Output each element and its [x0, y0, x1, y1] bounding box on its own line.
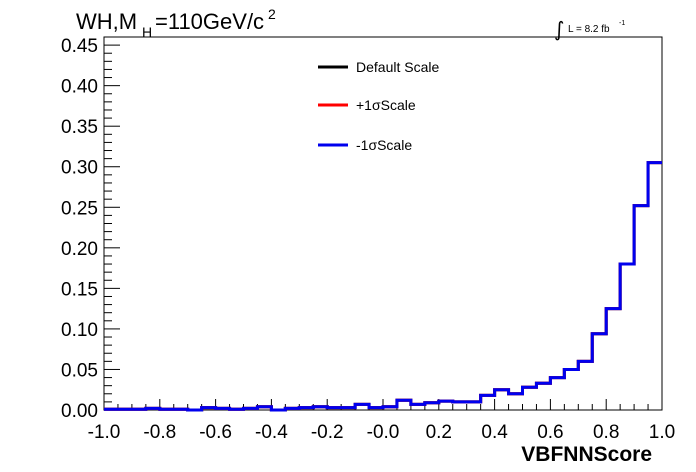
luminosity-label: ∫ L = 8.2 fb -1 [554, 17, 625, 41]
y-tick-label: 0.10 [61, 320, 98, 341]
y-tick-label: 0.35 [61, 117, 98, 138]
series-layer [104, 161, 662, 412]
x-tick-label: 0.8 [593, 422, 619, 443]
x-tick-label: -0.8 [143, 422, 176, 443]
x-tick-label: 0.2 [426, 422, 452, 443]
title-prefix: WH,M [76, 9, 137, 34]
legend-label: +1σScale [356, 97, 416, 113]
y-tick-label: 0.45 [61, 36, 98, 57]
luminosity-superscript: -1 [619, 20, 625, 27]
y-tick-label: 0.05 [61, 360, 98, 381]
chart-title: WH,M H =110GeV/c 2 [76, 6, 276, 40]
y-tick-label: 0.25 [61, 198, 98, 219]
plot-frame [103, 36, 663, 411]
x-axis: -1.0 -0.8 -0.6 -0.4 -0.2 -0.0 0.2 0.4 0.6 0.8 1.0 [88, 399, 675, 443]
y-tick-label: 0.00 [61, 401, 98, 422]
series-line-2 [104, 161, 662, 412]
x-tick-label: 0.4 [481, 422, 508, 443]
series-line-3 [104, 161, 662, 412]
x-tick-label: -0.2 [311, 422, 344, 443]
y-tick-label: 0.40 [61, 77, 98, 98]
integral-symbol: ∫ [554, 17, 564, 41]
x-tick-label: -1.0 [88, 422, 121, 443]
y-axis: 0.00 0.05 0.10 0.15 0.20 0.25 0.30 0.35 0.40 0.45 [61, 36, 120, 422]
x-tick-label: -0.4 [255, 422, 288, 443]
legend: Default Scale +1σScale -1σScale [318, 59, 439, 153]
svg-text:WH,M: WH,M [76, 9, 137, 34]
x-axis-label: VBFNNScore [521, 443, 652, 466]
x-tick-label: -0.0 [367, 422, 400, 443]
y-tick-label: 0.20 [61, 239, 98, 260]
x-tick-label: 0.6 [537, 422, 563, 443]
x-tick-label: -0.6 [199, 422, 232, 443]
title-main: =110GeV/c [155, 9, 264, 34]
y-tick-label: 0.15 [61, 279, 98, 300]
title-superscript: 2 [268, 6, 276, 22]
luminosity-text: L = 8.2 fb [568, 24, 610, 35]
x-tick-label: 1.0 [649, 422, 675, 443]
y-tick-label: 0.30 [61, 158, 98, 179]
legend-label: Default Scale [356, 59, 439, 75]
title-subscript: H [142, 24, 152, 40]
series-line-1 [104, 161, 662, 412]
legend-label: -1σScale [356, 137, 412, 153]
